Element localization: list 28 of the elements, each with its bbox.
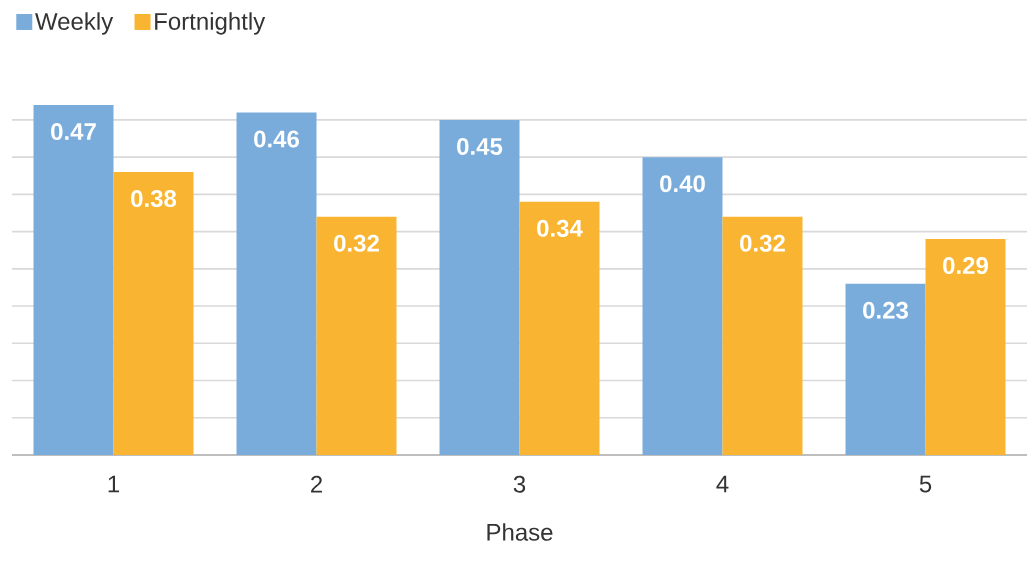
data-label: 0.45 — [457, 137, 503, 155]
bar — [642, 157, 723, 455]
data-label: 0.32 — [740, 234, 785, 252]
bar — [845, 283, 926, 455]
x-tick-label: 4 — [716, 475, 729, 493]
bar — [113, 172, 194, 455]
x-tick-label: 5 — [919, 475, 932, 493]
bar — [439, 119, 520, 455]
x-tick-label: 3 — [513, 475, 526, 493]
bar — [722, 216, 803, 455]
data-label: 0.23 — [863, 301, 908, 319]
bar — [236, 112, 317, 455]
legend-label: Fortnightly — [155, 12, 266, 35]
x-tick-label: 1 — [108, 475, 119, 493]
bar — [33, 105, 114, 455]
data-label: 0.32 — [334, 234, 379, 252]
data-label: 0.29 — [943, 257, 988, 275]
data-label: 0.46 — [254, 130, 299, 148]
data-label: 0.34 — [537, 219, 583, 237]
x-axis-title: Phase — [487, 523, 553, 541]
bar — [519, 201, 600, 455]
x-tick-label: 2 — [311, 475, 322, 493]
bar — [316, 216, 397, 455]
data-label: 0.40 — [660, 175, 705, 193]
data-label: 0.38 — [131, 190, 177, 208]
data-label: 0.47 — [51, 123, 96, 141]
legend-label: Weekly — [35, 12, 114, 35]
bar — [925, 239, 1006, 455]
